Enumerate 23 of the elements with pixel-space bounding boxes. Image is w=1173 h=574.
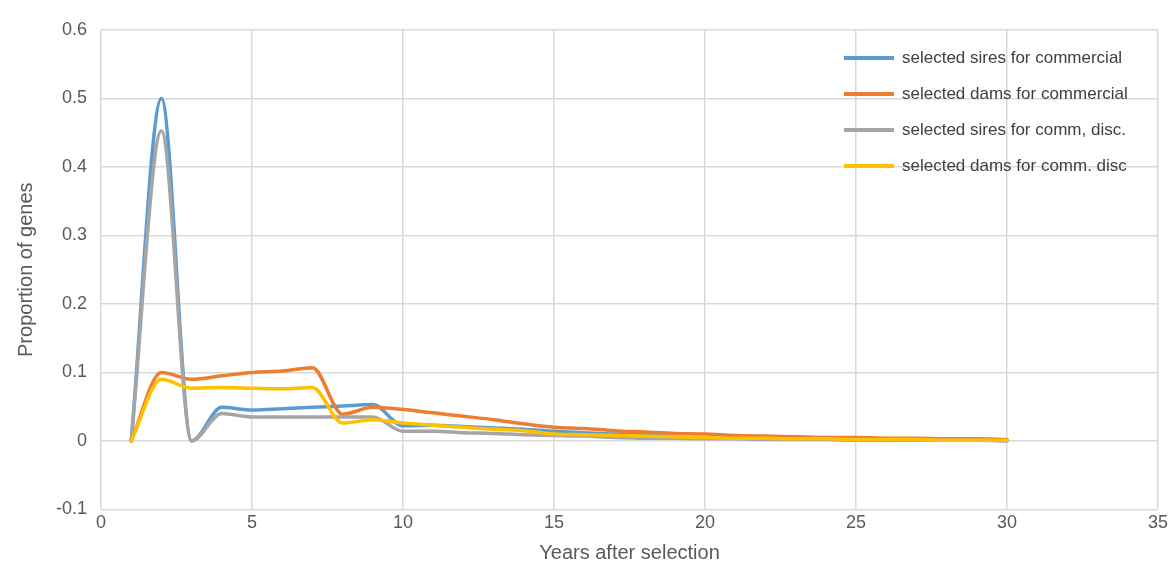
y-tick-label: 0.4 [61,155,88,176]
x-tick-label: 5 [247,512,258,533]
x-tick-label: 35 [1147,512,1169,533]
y-tick-label: 0 [77,429,88,450]
x-tick-label: 25 [845,512,867,533]
y-tick-label: 0.5 [61,87,88,108]
x-tick-label: 0 [96,512,107,533]
y-tick-label: 0.3 [61,224,88,245]
legend-label: selected dams for comm. disc [902,156,1127,176]
legend-label: selected sires for comm, disc. [902,120,1126,140]
y-tick-label: 0.1 [61,361,88,382]
legend-label: selected dams for commercial [902,84,1128,104]
line-series [129,377,1009,443]
x-axis-title: Years after selection [539,540,720,563]
y-tick-label: -0.1 [55,498,88,519]
x-tick-label: 10 [393,512,414,533]
y-tick-label: 0.2 [61,292,88,313]
x-tick-label: 20 [694,512,716,533]
x-tick-label: 30 [996,512,1018,533]
x-tick-label: 15 [543,512,565,533]
y-axis-title: Proportion of genes [13,182,36,357]
legend-label: selected sires for commercial [902,48,1123,68]
y-tick-label: 0.6 [61,18,88,39]
